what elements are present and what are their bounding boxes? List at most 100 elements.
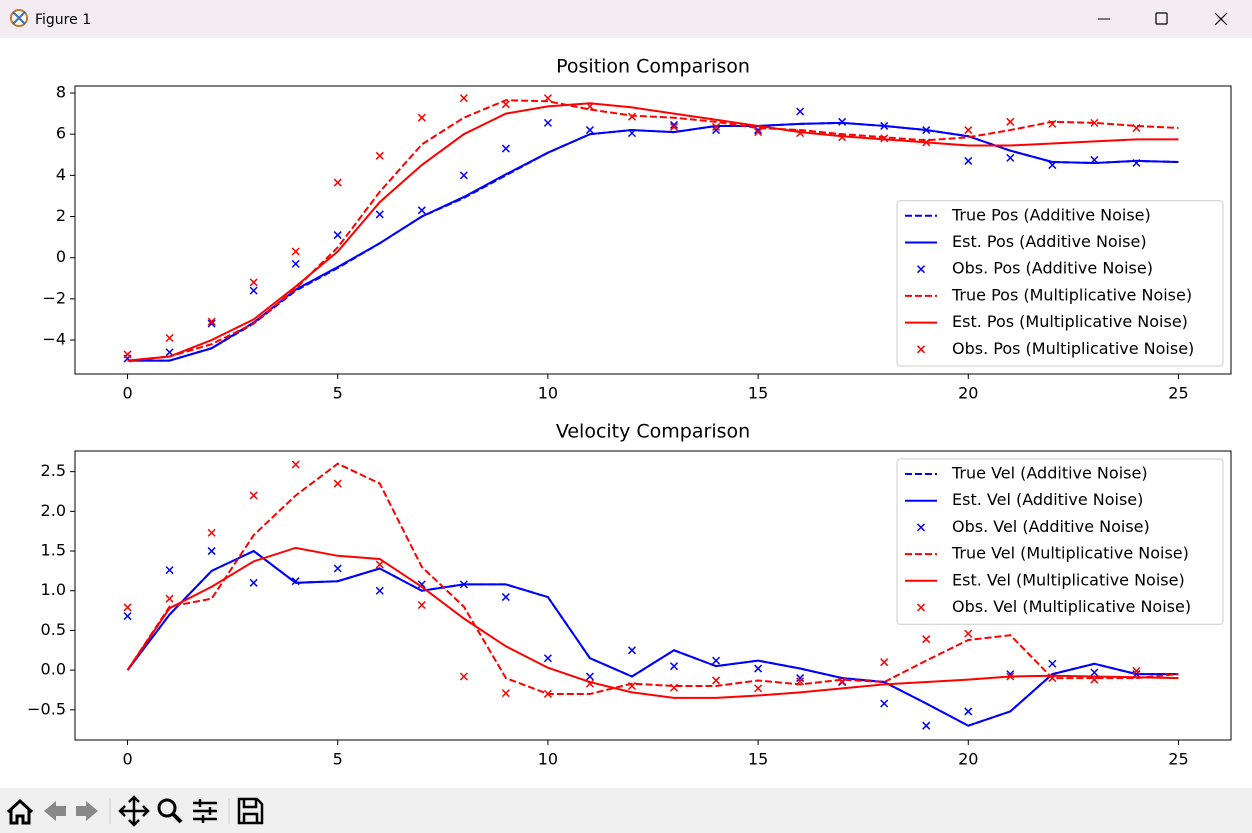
- legend-label: Obs. Vel (Multiplicative Noise): [952, 597, 1191, 616]
- marker: [333, 479, 342, 488]
- marker: [922, 635, 931, 644]
- marker: [333, 178, 342, 187]
- marker: [417, 113, 426, 122]
- marker: [669, 122, 679, 131]
- marker: [880, 134, 889, 143]
- x-tick-label: 5: [333, 384, 343, 403]
- x-tick-label: 15: [748, 384, 768, 403]
- close-button[interactable]: [1214, 12, 1228, 26]
- y-tick-label: 2.5: [41, 461, 66, 480]
- marker: [1132, 158, 1141, 168]
- zoom-button[interactable]: [157, 798, 183, 824]
- marker: [1090, 155, 1099, 164]
- marker: [796, 677, 805, 686]
- y-tick-label: 0.0: [41, 660, 66, 679]
- marker: [459, 580, 468, 589]
- x-tick-label: 0: [122, 750, 132, 769]
- x-tick-label: 25: [1168, 750, 1188, 769]
- forward-button[interactable]: [76, 801, 98, 821]
- marker: [207, 317, 216, 326]
- marker: [543, 94, 552, 103]
- save-button[interactable]: [237, 797, 264, 825]
- marker: [417, 206, 426, 215]
- y-tick-label: −4: [42, 330, 66, 349]
- app-icon: [10, 9, 28, 27]
- legend-label: Obs. Pos (Additive Noise): [952, 259, 1153, 278]
- marker: [754, 684, 763, 693]
- legend-marker: [916, 523, 926, 532]
- marker: [375, 151, 384, 160]
- marker: [375, 210, 384, 219]
- y-tick-label: −2: [42, 288, 66, 307]
- legend-label: Est. Vel (Multiplicative Noise): [952, 570, 1185, 589]
- marker: [165, 594, 174, 603]
- data-line: [126, 546, 1179, 699]
- marker: [585, 126, 594, 135]
- marker: [796, 674, 805, 683]
- marker: [964, 629, 973, 638]
- marker: [585, 102, 594, 111]
- axes-frame: [74, 85, 1232, 375]
- marker: [459, 171, 468, 180]
- toolbar-separator: [109, 798, 230, 824]
- data-line: [127, 121, 1179, 362]
- data-line: [126, 549, 1179, 727]
- marker: [291, 577, 300, 586]
- marker: [585, 679, 594, 688]
- maximize-button[interactable]: [1155, 12, 1168, 25]
- legend-box: [896, 458, 1224, 625]
- x-tick-label: 10: [538, 750, 558, 769]
- marker: [375, 560, 384, 569]
- y-tick-label: 0.5: [41, 620, 66, 639]
- configure-button[interactable]: [193, 799, 217, 823]
- marker: [1006, 672, 1015, 681]
- title-bar: [0, 0, 1252, 38]
- marker: [543, 654, 552, 663]
- y-tick-label: 1.0: [41, 580, 66, 599]
- chart-title: Velocity Comparison: [556, 421, 750, 443]
- y-tick-label: 1.5: [41, 541, 66, 560]
- marker: [627, 646, 637, 655]
- y-tick-label: 4: [56, 165, 66, 184]
- pan-button[interactable]: [118, 795, 150, 827]
- marker: [669, 683, 679, 692]
- marker: [1048, 659, 1057, 668]
- marker: [838, 133, 847, 142]
- marker: [417, 580, 426, 589]
- y-tick-label: 6: [56, 124, 66, 143]
- marker: [543, 118, 552, 127]
- home-button[interactable]: [6, 798, 34, 825]
- back-button[interactable]: [44, 801, 66, 821]
- marker: [1048, 119, 1057, 128]
- marker: [922, 138, 931, 147]
- marker: [249, 578, 258, 587]
- marker: [249, 286, 258, 295]
- marker: [964, 707, 973, 716]
- legend-box: [896, 200, 1224, 367]
- marker: [922, 126, 931, 135]
- legend-marker: [916, 345, 926, 354]
- x-tick-label: 5: [333, 750, 343, 769]
- marker: [333, 231, 342, 240]
- marker: [1132, 123, 1141, 133]
- chart-title: Position Comparison: [556, 56, 750, 78]
- y-tick-label: −0.5: [27, 699, 66, 718]
- x-tick-label: 20: [958, 750, 978, 769]
- legend-label: Obs. Vel (Additive Noise): [952, 517, 1150, 536]
- toolbar: [0, 788, 1252, 833]
- marker: [880, 699, 889, 708]
- marker: [838, 117, 847, 126]
- marker: [417, 600, 426, 610]
- x-tick-label: 0: [122, 384, 132, 403]
- marker: [291, 259, 300, 268]
- marker: [459, 672, 468, 681]
- axes-frame: [74, 450, 1232, 741]
- marker: [1132, 666, 1141, 675]
- marker: [754, 664, 763, 673]
- marker: [207, 547, 216, 556]
- marker: [796, 129, 805, 138]
- marker: [754, 128, 763, 137]
- marker: [375, 586, 384, 595]
